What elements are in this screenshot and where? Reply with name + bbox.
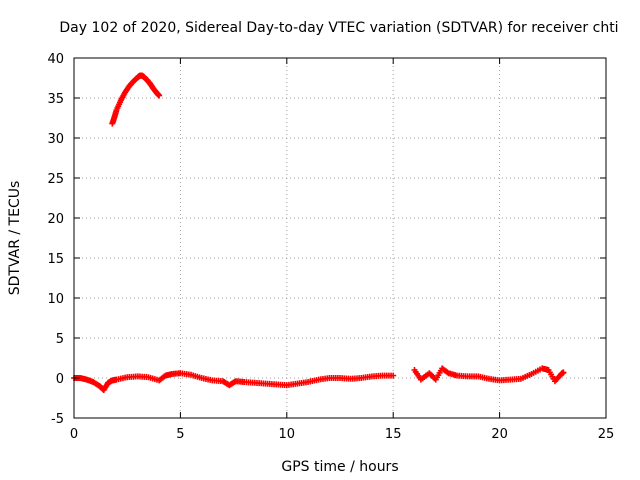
axis-ticks: 0 5 10 15 20 25 -5 0 5 10 15 20 25 30 35 40 [47,52,614,442]
y-tick-label: -5 [51,412,64,427]
data-point [156,92,163,99]
y-tick-label: 20 [47,212,64,227]
y-tick-label: 0 [56,372,64,387]
y-tick-label: 10 [47,292,64,307]
y-tick-label: 5 [56,332,64,347]
data-points [71,72,567,393]
x-tick-label: 25 [598,427,615,442]
x-tick-label: 10 [279,427,296,442]
x-tick-label: 20 [491,427,508,442]
x-tick-label: 5 [176,427,184,442]
y-tick-label: 35 [47,92,64,107]
y-tick-label: 15 [47,252,64,267]
x-tick-label: 0 [70,427,78,442]
data-point [560,369,567,376]
chart-title: Day 102 of 2020, Sidereal Day-to-day VTE… [59,20,618,36]
grid-lines [74,58,606,418]
y-tick-label: 40 [47,52,64,67]
data-point [390,372,397,379]
y-axis-label: SDTVAR / TECUs [7,181,23,296]
x-tick-label: 15 [385,427,402,442]
plot-frame [73,57,607,419]
y-tick-label: 25 [47,172,64,187]
y-tick-label: 30 [47,132,64,147]
x-axis-label: GPS time / hours [281,459,398,475]
